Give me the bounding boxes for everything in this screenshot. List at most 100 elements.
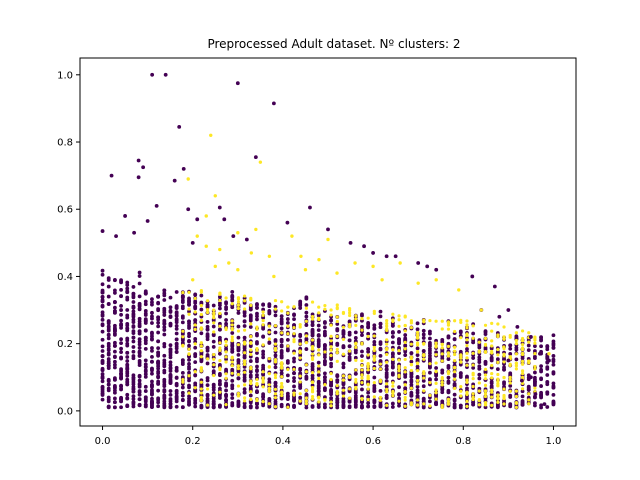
cluster-1-point <box>317 257 321 262</box>
cluster-1-point <box>453 370 457 374</box>
cluster-0-point <box>199 404 204 409</box>
cluster-0-point <box>187 309 191 314</box>
cluster-0-point <box>267 398 272 402</box>
cluster-0-point <box>242 372 247 377</box>
cluster-0-point <box>119 341 123 345</box>
cluster-0-point <box>131 335 136 340</box>
cluster-1-point <box>422 320 426 324</box>
cluster-1-point <box>212 357 216 361</box>
cluster-0-point <box>106 363 111 368</box>
cluster-1-point <box>354 317 358 321</box>
cluster-1-point <box>341 388 346 392</box>
cluster-1-point <box>434 353 438 357</box>
cluster-0-point <box>409 351 414 356</box>
cluster-0-point <box>533 392 538 396</box>
cluster-1-point <box>261 313 265 317</box>
cluster-1-point <box>477 340 481 344</box>
cluster-0-point <box>100 294 105 299</box>
cluster-0-point <box>273 381 278 386</box>
cluster-1-point <box>453 345 457 349</box>
cluster-0-point <box>248 344 253 348</box>
cluster-0-point <box>539 364 543 369</box>
cluster-0-point <box>218 396 222 400</box>
cluster-1-point <box>236 394 241 398</box>
cluster-0-point <box>242 377 247 382</box>
cluster-0-point <box>224 388 228 393</box>
cluster-0-point <box>190 240 195 245</box>
cluster-1-point <box>520 371 525 376</box>
cluster-0-point <box>347 344 352 349</box>
cluster-0-point <box>551 357 556 362</box>
cluster-0-point <box>236 311 241 315</box>
cluster-0-point <box>143 395 148 400</box>
cluster-0-point <box>519 378 524 383</box>
cluster-0-point <box>397 385 401 390</box>
cluster-1-point <box>385 327 389 331</box>
cluster-1-point <box>415 379 420 383</box>
cluster-1-point <box>502 335 506 339</box>
cluster-0-point <box>119 318 123 323</box>
cluster-1-point <box>533 364 537 369</box>
cluster-1-point <box>310 370 315 375</box>
cluster-1-point <box>230 326 234 331</box>
cluster-0-point <box>378 325 383 330</box>
cluster-1-point <box>496 393 500 397</box>
cluster-1-point <box>267 324 271 328</box>
cluster-0-point <box>174 383 179 388</box>
cluster-0-point <box>162 342 167 346</box>
cluster-1-point <box>323 383 327 387</box>
cluster-1-point <box>329 339 333 343</box>
cluster-0-point <box>137 319 142 324</box>
cluster-0-point <box>242 313 247 318</box>
cluster-0-point <box>174 404 179 409</box>
cluster-1-point <box>218 348 222 352</box>
cluster-0-point <box>415 353 420 358</box>
cluster-1-point <box>471 351 475 355</box>
cluster-1-point <box>459 384 463 389</box>
cluster-1-point <box>483 367 488 372</box>
cluster-0-point <box>143 308 148 313</box>
cluster-1-point <box>434 341 438 345</box>
cluster-1-point <box>261 310 265 314</box>
cluster-0-point <box>539 367 543 372</box>
cluster-1-point <box>397 399 401 403</box>
cluster-0-point <box>174 365 179 370</box>
cluster-1-point <box>520 381 525 386</box>
cluster-0-point <box>489 346 494 351</box>
cluster-1-point <box>415 336 420 340</box>
cluster-0-point <box>187 370 191 375</box>
cluster-1-point <box>533 335 537 339</box>
cluster-1-point <box>446 400 451 404</box>
cluster-1-point <box>224 372 228 376</box>
cluster-0-point <box>218 295 222 299</box>
cluster-0-point <box>145 219 150 223</box>
x-tick-label: 0.8 <box>455 436 471 447</box>
cluster-1-point <box>218 298 222 303</box>
cluster-1-point <box>403 329 407 333</box>
cluster-0-point <box>489 358 494 363</box>
cluster-0-point <box>230 331 235 335</box>
cluster-0-point <box>119 399 123 404</box>
cluster-1-point <box>403 314 407 318</box>
cluster-0-point <box>113 310 117 315</box>
cluster-0-point <box>323 375 327 380</box>
cluster-1-point <box>323 350 327 354</box>
x-tick-label: 1.0 <box>546 436 562 447</box>
cluster-0-point <box>353 383 358 387</box>
cluster-0-point <box>489 392 494 397</box>
cluster-0-point <box>242 390 247 395</box>
cluster-0-point <box>141 165 146 170</box>
cluster-0-point <box>168 314 173 319</box>
cluster-0-point <box>267 310 272 315</box>
cluster-0-point <box>106 382 111 387</box>
cluster-0-point <box>347 355 352 359</box>
cluster-0-point <box>113 396 117 401</box>
cluster-0-point <box>495 367 500 372</box>
cluster-0-point <box>514 357 519 362</box>
cluster-0-point <box>378 314 383 319</box>
cluster-0-point <box>489 385 494 389</box>
cluster-0-point <box>113 300 117 305</box>
cluster-0-point <box>143 311 148 316</box>
cluster-0-point <box>348 240 353 245</box>
cluster-1-point <box>199 355 203 359</box>
